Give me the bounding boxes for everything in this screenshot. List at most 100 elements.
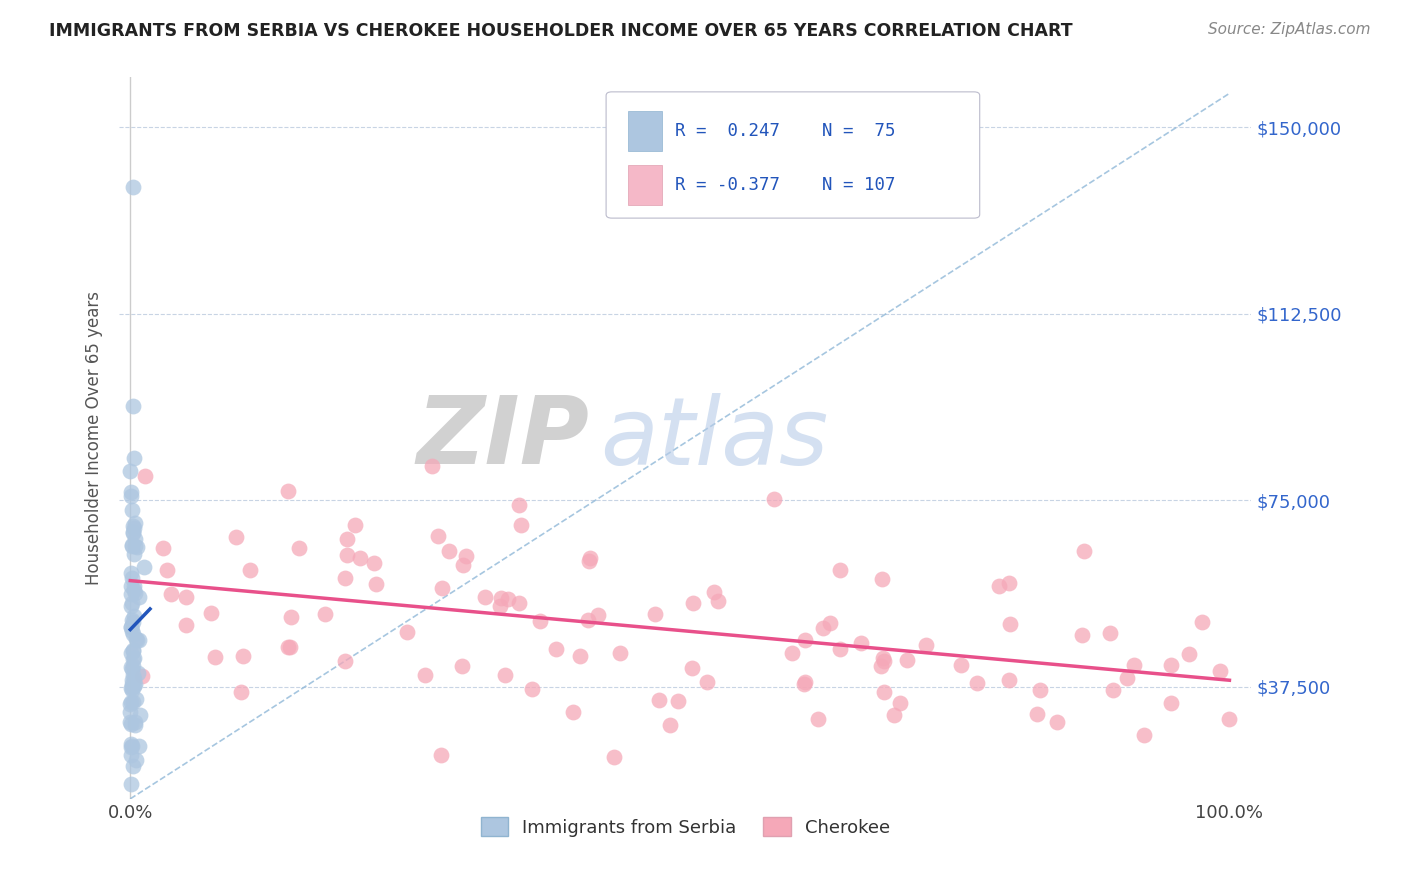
Point xyxy=(125,753,148,767)
Point xyxy=(122,180,145,194)
Point xyxy=(578,554,600,568)
Point xyxy=(121,624,143,638)
Point xyxy=(122,668,145,682)
Point xyxy=(176,618,198,632)
Point xyxy=(121,644,143,658)
Point xyxy=(1026,706,1049,721)
Point xyxy=(120,587,142,601)
Point xyxy=(681,661,703,675)
Point xyxy=(997,673,1019,687)
Point xyxy=(124,714,146,729)
Y-axis label: Householder Income Over 65 years: Householder Income Over 65 years xyxy=(86,291,103,585)
Point xyxy=(120,740,142,755)
Point xyxy=(122,579,145,593)
Point xyxy=(120,620,142,634)
Point xyxy=(134,468,156,483)
Point xyxy=(174,590,197,604)
Point xyxy=(122,650,145,665)
Point xyxy=(1178,648,1201,662)
Point xyxy=(883,708,905,723)
Point xyxy=(413,668,436,682)
Point xyxy=(647,693,669,707)
Point xyxy=(1073,543,1095,558)
Point xyxy=(280,640,302,654)
Point xyxy=(121,613,143,627)
Point xyxy=(333,572,356,586)
Point xyxy=(336,533,359,547)
Point xyxy=(124,539,146,553)
Legend: Immigrants from Serbia, Cherokee: Immigrants from Serbia, Cherokee xyxy=(474,810,897,844)
Point xyxy=(232,649,254,664)
Point xyxy=(987,579,1010,593)
Point xyxy=(120,620,142,634)
Point xyxy=(696,674,718,689)
Point xyxy=(124,718,146,732)
Point xyxy=(121,677,143,691)
Point xyxy=(659,718,682,732)
Point xyxy=(124,533,146,547)
Text: R = -0.377    N = 107: R = -0.377 N = 107 xyxy=(675,176,896,194)
Point xyxy=(1101,683,1123,698)
Point xyxy=(121,739,143,753)
Point xyxy=(949,658,972,673)
Point xyxy=(288,541,311,555)
Point xyxy=(121,538,143,552)
FancyBboxPatch shape xyxy=(627,112,662,151)
Point xyxy=(508,498,530,512)
Point xyxy=(122,658,145,673)
Point xyxy=(280,610,302,624)
Point xyxy=(128,591,150,605)
Point xyxy=(125,632,148,646)
Point xyxy=(915,638,938,652)
Point xyxy=(488,599,510,613)
Point xyxy=(1160,696,1182,710)
Text: IMMIGRANTS FROM SERBIA VS CHEROKEE HOUSEHOLDER INCOME OVER 65 YEARS CORRELATION : IMMIGRANTS FROM SERBIA VS CHEROKEE HOUSE… xyxy=(49,22,1073,40)
Point xyxy=(818,616,841,631)
Point xyxy=(122,399,145,413)
Point xyxy=(277,640,299,654)
Point xyxy=(453,558,475,572)
Point xyxy=(120,697,142,711)
Point xyxy=(225,530,247,544)
Point xyxy=(121,651,143,665)
Text: Source: ZipAtlas.com: Source: ZipAtlas.com xyxy=(1208,22,1371,37)
Point xyxy=(578,613,600,627)
Point xyxy=(152,541,174,555)
Point xyxy=(120,489,142,503)
Point xyxy=(456,549,478,563)
Point xyxy=(121,615,143,630)
Point xyxy=(644,607,666,621)
Point xyxy=(1191,615,1213,629)
Point xyxy=(120,747,142,762)
Point xyxy=(396,624,419,639)
Point xyxy=(682,596,704,610)
Point xyxy=(134,560,156,574)
Point xyxy=(121,681,143,695)
Point xyxy=(120,715,142,730)
Point xyxy=(336,548,359,562)
Point xyxy=(780,646,803,660)
Point xyxy=(121,662,143,676)
Point xyxy=(120,464,142,478)
Point xyxy=(430,747,453,762)
Point xyxy=(120,695,142,709)
Point xyxy=(569,648,592,663)
Point xyxy=(121,682,143,697)
Point xyxy=(794,632,817,647)
Point xyxy=(120,485,142,500)
Point xyxy=(510,517,533,532)
FancyBboxPatch shape xyxy=(627,165,662,204)
Point xyxy=(794,675,817,690)
Point xyxy=(437,544,460,558)
Point xyxy=(828,642,851,657)
Point xyxy=(703,585,725,599)
Point xyxy=(603,750,626,764)
Point xyxy=(121,627,143,641)
Point xyxy=(494,668,516,682)
Point xyxy=(609,646,631,660)
Point xyxy=(120,705,142,719)
Point xyxy=(124,582,146,597)
Point xyxy=(870,658,893,673)
Point xyxy=(124,677,146,691)
Point xyxy=(1218,712,1240,726)
